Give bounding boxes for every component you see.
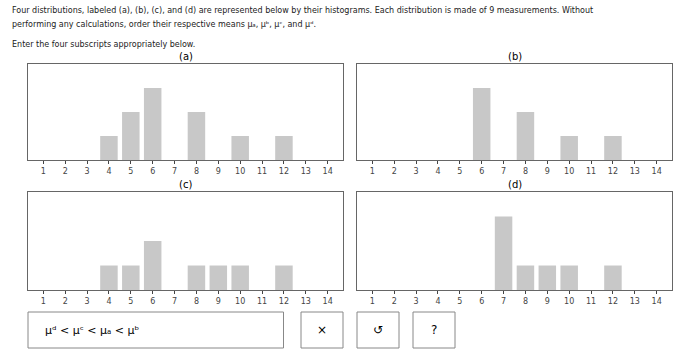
svg-text:10: 10 <box>564 167 574 176</box>
svg-text:Four distributions, labeled (a: Four distributions, labeled (a), (b), (c… <box>12 6 593 15</box>
svg-text:6: 6 <box>479 167 484 176</box>
svg-text:4: 4 <box>106 297 111 306</box>
svg-text:13: 13 <box>630 297 640 306</box>
svg-text:4: 4 <box>435 297 440 306</box>
svg-text:12: 12 <box>279 297 289 306</box>
svg-text:11: 11 <box>257 297 267 306</box>
svg-text:10: 10 <box>235 167 245 176</box>
svg-text:9: 9 <box>545 167 550 176</box>
svg-text:7: 7 <box>172 297 177 306</box>
svg-text:1: 1 <box>41 297 46 306</box>
svg-text:9: 9 <box>216 297 221 306</box>
svg-text:14: 14 <box>652 167 662 176</box>
svg-text:8: 8 <box>523 297 528 306</box>
svg-text:14: 14 <box>652 297 662 306</box>
svg-text:7: 7 <box>172 167 177 176</box>
svg-text:(d): (d) <box>508 179 522 190</box>
svg-text:4: 4 <box>435 167 440 176</box>
svg-text:10: 10 <box>564 297 574 306</box>
svg-text:2: 2 <box>392 167 397 176</box>
svg-text:7: 7 <box>501 297 506 306</box>
svg-text:13: 13 <box>630 167 640 176</box>
svg-text:6: 6 <box>150 167 155 176</box>
svg-text:5: 5 <box>128 297 133 306</box>
svg-text:11: 11 <box>257 167 267 176</box>
svg-text:8: 8 <box>194 167 199 176</box>
svg-text:3: 3 <box>85 297 90 306</box>
svg-text:11: 11 <box>586 167 596 176</box>
svg-text:8: 8 <box>194 297 199 306</box>
svg-text:4: 4 <box>106 167 111 176</box>
svg-text:1: 1 <box>370 167 375 176</box>
svg-text:14: 14 <box>323 167 333 176</box>
svg-text:13: 13 <box>301 297 311 306</box>
svg-text:13: 13 <box>301 167 311 176</box>
svg-text:14: 14 <box>323 297 333 306</box>
svg-text:μᵈ < μᶜ < μₐ < μᵇ: μᵈ < μᶜ < μₐ < μᵇ <box>45 324 139 337</box>
svg-text:10: 10 <box>235 297 245 306</box>
svg-text:↺: ↺ <box>373 323 383 337</box>
svg-text:6: 6 <box>150 297 155 306</box>
svg-text:12: 12 <box>608 297 618 306</box>
svg-text:12: 12 <box>608 167 618 176</box>
svg-text:1: 1 <box>370 297 375 306</box>
svg-text:6: 6 <box>479 297 484 306</box>
svg-text:5: 5 <box>128 167 133 176</box>
svg-text:5: 5 <box>457 297 462 306</box>
svg-text:Enter the four subscripts appr: Enter the four subscripts appropriately … <box>12 40 195 49</box>
svg-text:2: 2 <box>63 297 68 306</box>
svg-text:(b): (b) <box>508 51 522 62</box>
svg-text:9: 9 <box>216 167 221 176</box>
svg-text:9: 9 <box>545 297 550 306</box>
svg-text:5: 5 <box>457 167 462 176</box>
svg-text:12: 12 <box>279 167 289 176</box>
svg-text:11: 11 <box>586 297 596 306</box>
svg-text:(a): (a) <box>179 51 193 62</box>
svg-text:7: 7 <box>501 167 506 176</box>
svg-text:3: 3 <box>414 167 419 176</box>
svg-text:1: 1 <box>41 167 46 176</box>
svg-text:?: ? <box>431 323 437 337</box>
svg-text:×: × <box>317 323 327 337</box>
svg-text:3: 3 <box>414 297 419 306</box>
svg-text:(c): (c) <box>179 179 192 190</box>
svg-text:8: 8 <box>523 167 528 176</box>
svg-text:2: 2 <box>392 297 397 306</box>
svg-text:performing any calculations, o: performing any calculations, order their… <box>12 20 316 29</box>
svg-text:3: 3 <box>85 167 90 176</box>
svg-text:2: 2 <box>63 167 68 176</box>
